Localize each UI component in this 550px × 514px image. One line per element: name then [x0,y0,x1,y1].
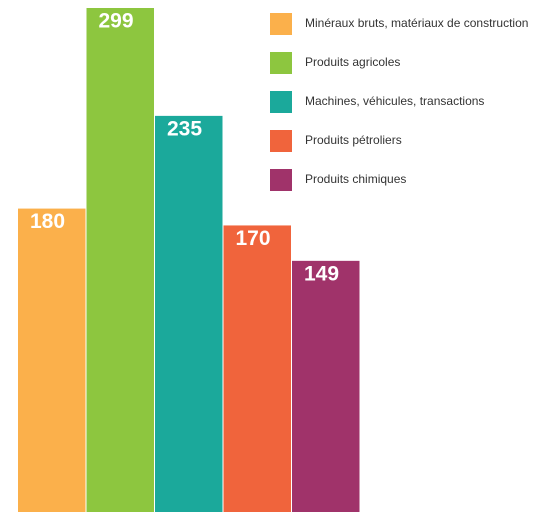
legend-label: Machines, véhicules, transactions [305,94,484,108]
bar [18,208,86,512]
bar [155,115,223,512]
value-label: 235 [167,117,202,140]
value-label: 299 [99,10,134,33]
legend-swatch [270,91,292,113]
legend-label: Produits agricoles [305,55,400,69]
legend-label: Produits chimiques [305,172,406,186]
bar [86,8,154,512]
legend-swatch [270,52,292,74]
legend-swatch [270,13,292,35]
legend-swatch [270,169,292,191]
value-label: 180 [30,210,65,233]
value-label: 149 [304,262,339,285]
value-label: 170 [236,227,271,250]
legend-label: Produits pétroliers [305,133,402,147]
bar [292,260,360,512]
bar [223,225,291,512]
legend-label: Minéraux bruts, matériaux de constructio… [305,16,528,30]
legend-swatch [270,130,292,152]
